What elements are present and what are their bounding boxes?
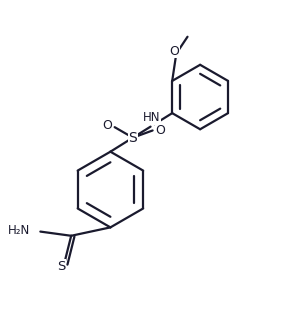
Text: H₂N: H₂N — [8, 224, 30, 237]
Text: S: S — [129, 131, 137, 145]
Text: O: O — [103, 119, 113, 132]
Text: HN: HN — [143, 111, 160, 124]
Text: O: O — [156, 124, 165, 137]
Text: O: O — [169, 45, 179, 58]
Text: S: S — [57, 260, 65, 273]
